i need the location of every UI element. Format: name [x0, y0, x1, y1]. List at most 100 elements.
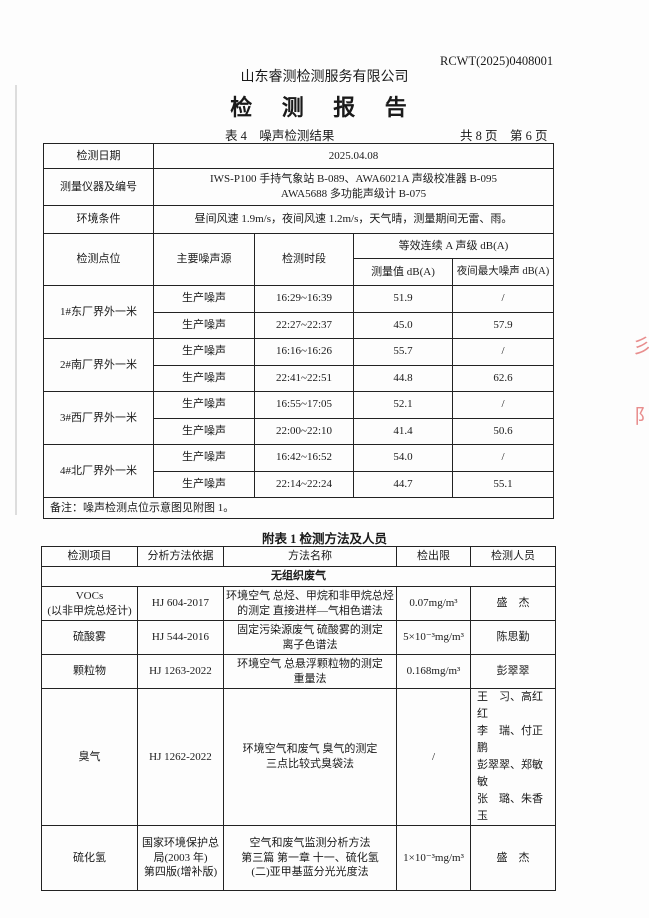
- item: 硫酸雾: [41, 620, 138, 655]
- method-name-line: 重量法: [293, 672, 327, 685]
- measured-value: 52.1: [353, 391, 453, 419]
- column-header: 方法名称: [223, 546, 397, 567]
- item-line: VOCs: [75, 589, 104, 602]
- measured-value: 44.8: [353, 364, 453, 392]
- note: 备注：噪声检测点位示意图见附图 1。: [43, 497, 554, 519]
- col-group: 等效连续 A 声级 dB(A): [353, 233, 554, 259]
- staff: 盛 杰: [470, 586, 556, 621]
- detection-limit: 0.168mg/m³: [396, 654, 471, 689]
- method-name-line: 的测定 直接进样—气相色谱法: [237, 604, 383, 617]
- measured-value: 41.4: [353, 417, 453, 445]
- table-row: VOCs (以非甲烷总烃计) HJ 604-2017 环境空气 总烃、甲烷和非甲烷总烃…: [41, 586, 556, 621]
- date-label: 检测日期: [43, 143, 154, 169]
- night-max-value: 57.9: [452, 311, 554, 339]
- noise-source: 生产噪声: [153, 364, 255, 392]
- method-name-line: 环境空气和废气 臭气的测定: [242, 743, 378, 756]
- stamp-fragment: 阝: [634, 406, 649, 428]
- noise-results-table: 检测日期 2025.04.08 测量仪器及编号 IWS-P100 手持气象站 B-0…: [43, 143, 554, 519]
- table-row: 2#南厂界外一米 生产噪声 16:16~16:26 55.7/: [43, 338, 554, 392]
- instrument-line: AWA5688 多功能声级计 B-075: [280, 188, 427, 200]
- staff: 陈思勤: [470, 620, 556, 655]
- method-name-line: 固定污染源废气 硫酸雾的测定: [237, 623, 383, 636]
- time-period: 22:27~22:37: [254, 311, 354, 339]
- staff-line: 彭翠翠、郑敏敏: [477, 759, 543, 788]
- col-measured: 测量值 dB(A): [353, 258, 453, 286]
- method-name: 环境空气 总烃、甲烷和非甲烷总烃 的测定 直接进样—气相色谱法: [223, 586, 397, 621]
- noise-source: 生产噪声: [153, 338, 255, 366]
- table-row: 颗粒物 HJ 1263-2022 环境空气 总悬浮颗粒物的测定 重量法 0.168mg/…: [41, 654, 556, 689]
- item-line: 硫化氢: [73, 851, 106, 864]
- measured-value: 55.7: [353, 338, 453, 366]
- column-header: 检测项目: [41, 546, 138, 567]
- night-max-value: 55.1: [452, 470, 554, 498]
- item-line: 臭气: [78, 750, 101, 763]
- night-max-value: 62.6: [452, 364, 554, 392]
- measured-value: 51.9: [353, 285, 453, 313]
- staff-line: 彭翠翠: [496, 665, 530, 678]
- method-table: 检测项目 分析方法依据 方法名称 检出限 检测人员 无组织废气 VOCs (以非甲烷总烃计…: [41, 546, 556, 891]
- date-value: 2025.04.08: [153, 143, 554, 169]
- point-name: 1#东厂界外一米: [43, 285, 154, 339]
- page-title: 检 测 报 告: [230, 95, 419, 120]
- page-edge-shadow: [15, 85, 17, 515]
- table-row: 生产噪声 22:41~22:51 44.8 62.6: [44, 364, 554, 392]
- method-name-line: (二)亚甲基蓝分光光度法: [251, 866, 369, 879]
- staff: 彭翠翠: [470, 654, 556, 689]
- env-value: 昼间风速 1.9m/s，夜间风速 1.2m/s，天气晴，测量期间无雷、雨。: [153, 205, 554, 234]
- instrument-line: IWS-P100 手持气象站 B-089、AWA6021A 声级校准器 B-09…: [210, 173, 497, 186]
- time-period: 16:29~16:39: [254, 285, 354, 313]
- method-name: 固定污染源废气 硫酸雾的测定 离子色谱法: [223, 620, 397, 655]
- column-header: 分析方法依据: [137, 546, 224, 567]
- method-basis-line: HJ 604-2017: [151, 597, 210, 610]
- instrument-value: IWS-P100 手持气象站 B-089、AWA6021A 声级校准器 B-09…: [153, 168, 554, 206]
- item: 颗粒物: [41, 654, 138, 689]
- night-max-value: 50.6: [452, 417, 554, 445]
- item-line: (以非甲烷总烃计): [47, 604, 132, 617]
- table-row: 硫酸雾 HJ 544-2016 固定污染源废气 硫酸雾的测定 离子色谱法 5×10⁻³m…: [41, 620, 556, 655]
- item: 硫化氢: [41, 825, 138, 891]
- method-name: 环境空气 总悬浮颗粒物的测定 重量法: [223, 654, 397, 689]
- col-source: 主要噪声源: [153, 233, 255, 286]
- method-name-line: 三点比较式臭袋法: [266, 758, 354, 770]
- report-number: RCWT(2025)0408001: [440, 54, 554, 68]
- col-night-max: 夜间最大噪声 dB(A): [452, 258, 554, 286]
- item-line: 颗粒物: [73, 665, 106, 678]
- method-name-line: 第三篇 第一章 十一、硫化氢: [241, 851, 379, 864]
- table-row: 3#西厂界外一米 生产噪声 16:55~17:05 52.1/: [43, 391, 554, 445]
- detection-limit: 0.07mg/m³: [396, 586, 471, 621]
- method-name-line: 离子色谱法: [282, 638, 338, 651]
- col-period: 检测时段: [254, 233, 354, 286]
- col-point: 检测点位: [43, 233, 154, 286]
- night-max-value: /: [452, 391, 554, 419]
- staff: 盛 杰: [470, 825, 556, 891]
- staff-line: 张 璐、朱香玉: [477, 793, 543, 822]
- instrument-label: 测量仪器及编号: [43, 168, 154, 206]
- method-basis-line: HJ 544-2016: [151, 631, 210, 644]
- staff: 王 习、高红红李 瑞、付正鹏 彭翠翠、郑敏敏张 璐、朱香玉: [470, 688, 556, 826]
- table-row: 臭气 HJ 1262-2022 环境空气和废气 臭气的测定 三点比较式臭袋法 / 王 习、…: [41, 688, 556, 826]
- time-period: 22:00~22:10: [254, 417, 354, 445]
- time-period: 16:55~17:05: [254, 391, 354, 419]
- noise-source: 生产噪声: [153, 417, 255, 445]
- method-name: 空气和废气监测分析方法 第三篇 第一章 十一、硫化氢 (二)亚甲基蓝分光光度法: [223, 825, 397, 891]
- night-max-value: /: [452, 444, 554, 472]
- noise-source: 生产噪声: [153, 444, 255, 472]
- time-period: 16:16~16:26: [254, 338, 354, 366]
- item: VOCs (以非甲烷总烃计): [41, 586, 138, 621]
- point-name: 2#南厂界外一米: [43, 338, 154, 392]
- time-period: 16:42~16:52: [254, 444, 354, 472]
- column-header: 检出限: [396, 546, 471, 567]
- table-row: 4#北厂界外一米 生产噪声 16:42~16:52 54.0/: [43, 444, 554, 498]
- appendix-caption: 附表 1 检测方法及人员: [261, 532, 387, 546]
- item-line: 硫酸雾: [73, 631, 106, 644]
- noise-source: 生产噪声: [153, 285, 255, 313]
- night-max-value: /: [452, 338, 554, 366]
- measured-value: 54.0: [353, 444, 453, 472]
- measured-value: 45.0: [353, 311, 453, 339]
- method-basis: HJ 1262-2022: [137, 688, 224, 826]
- staff-line: 盛 杰: [496, 851, 530, 864]
- measured-value: 44.7: [353, 470, 453, 498]
- column-header: 检测人员: [470, 546, 556, 567]
- item: 臭气: [41, 688, 138, 826]
- method-basis-line: 第四版(增补版): [143, 866, 218, 879]
